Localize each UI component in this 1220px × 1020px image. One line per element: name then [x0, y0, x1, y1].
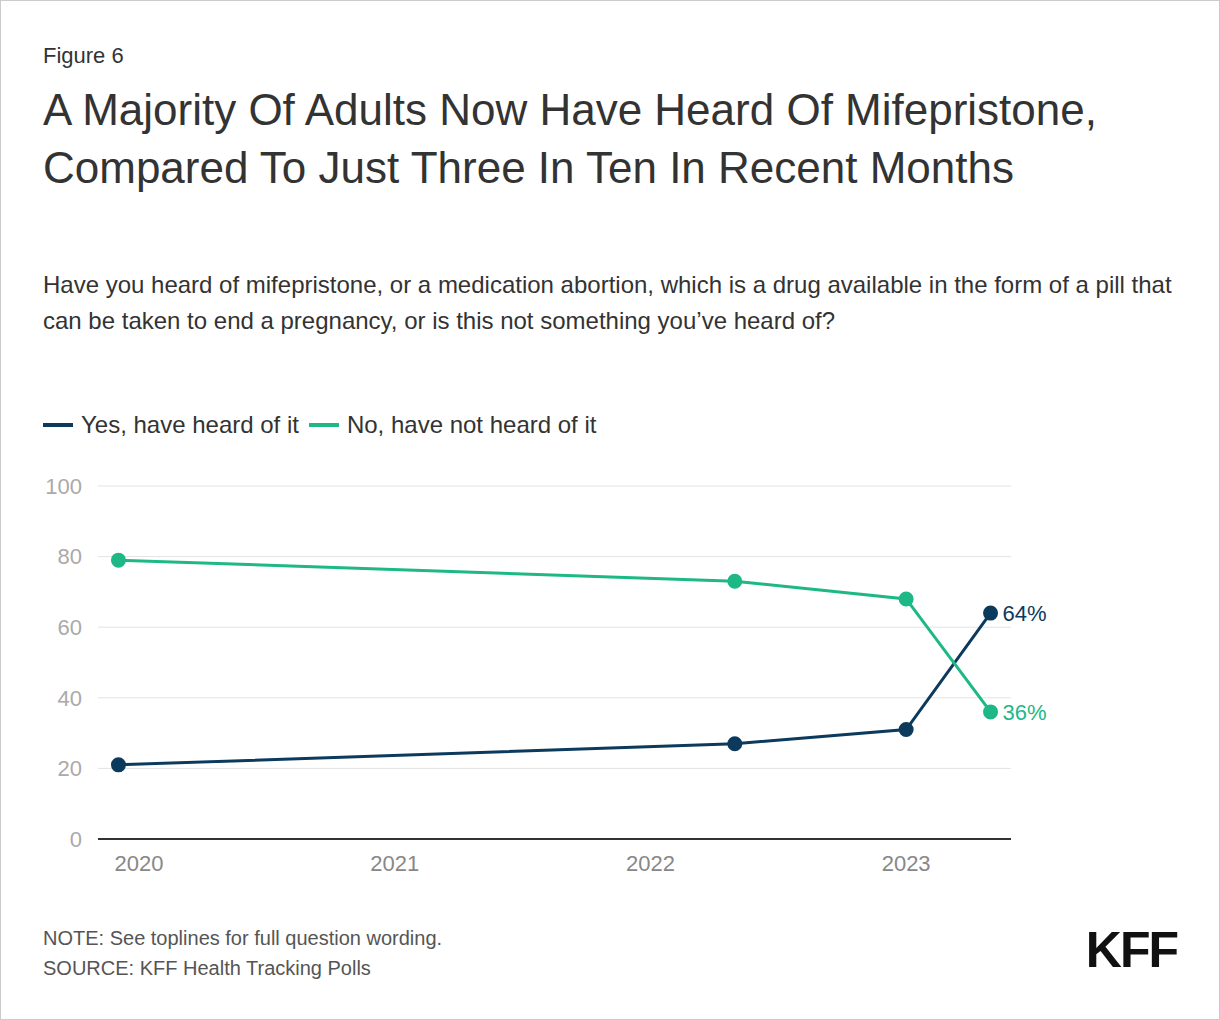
svg-text:80: 80 [58, 544, 82, 569]
html-text:Figure 6: Figure 6 [43, 43, 124, 68]
svg-text:60: 60 [58, 615, 82, 640]
svg-text:20: 20 [58, 756, 82, 781]
svg-text:2020: 2020 [114, 851, 163, 876]
html-text:SOURCE: KFF Health Tracking Po: SOURCE: KFF Health Tracking Polls [43, 957, 371, 979]
svg-text:2021: 2021 [370, 851, 419, 876]
html-text:Yes, have heard of it: Yes, have heard of it [81, 411, 299, 438]
html-text:NOTE: See toplines for full qu: NOTE: See toplines for full question wor… [43, 927, 443, 949]
svg-text:40: 40 [58, 686, 82, 711]
svg-text:2022: 2022 [626, 851, 675, 876]
svg-text:0: 0 [70, 827, 82, 852]
html-text:KFF: KFF [1085, 922, 1177, 978]
svg-text:2023: 2023 [882, 851, 931, 876]
svg-text:36%: 36% [1003, 700, 1047, 725]
svg-text:64%: 64% [1003, 601, 1047, 626]
html-text:A Majority Of Adults Now Have: A Majority Of Adults Now Have Heard Of M… [43, 85, 1097, 192]
svg-text:100: 100 [45, 474, 82, 499]
html-text:Have you heard of mifepristone: Have you heard of mifepristone, or a med… [43, 271, 1172, 334]
html-text:No, have not heard of it: No, have not heard of it [346, 411, 597, 438]
